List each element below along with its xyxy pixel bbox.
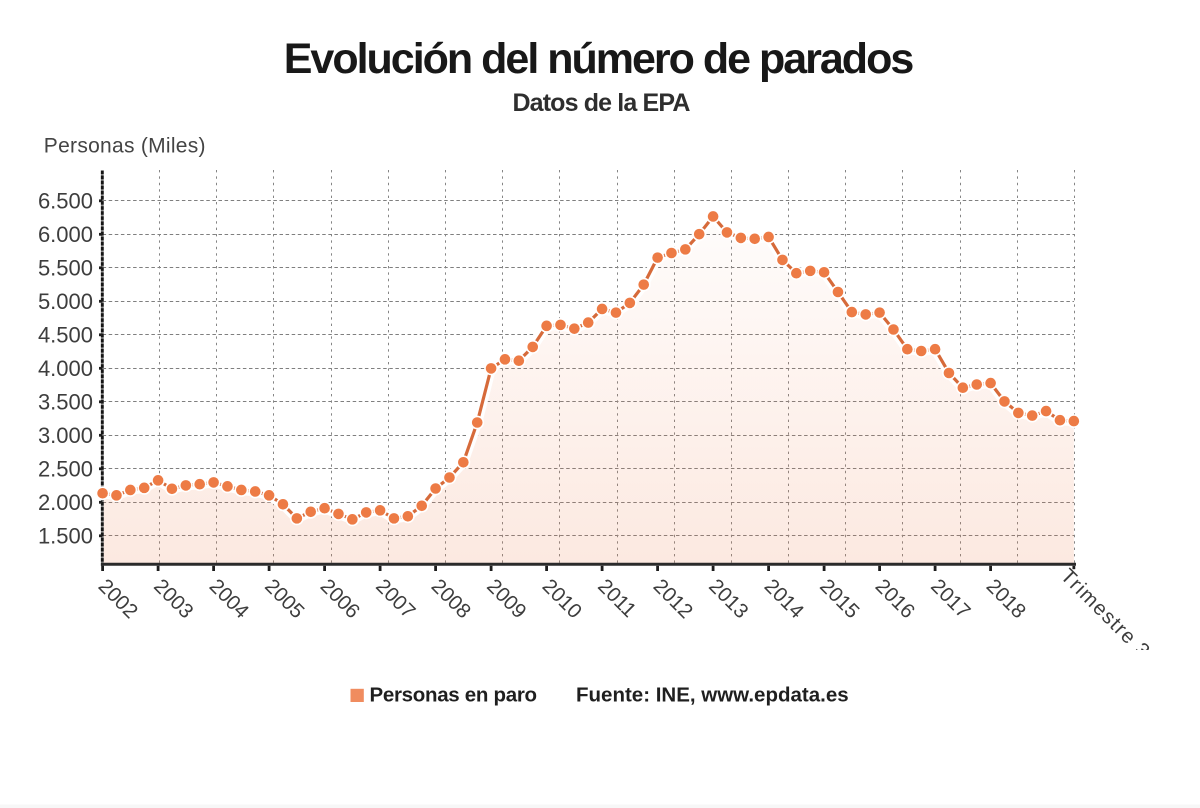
svg-text:3.000: 3.000 (38, 423, 93, 448)
svg-text:Evolución del número de parado: Evolución del número de parados (284, 35, 914, 83)
svg-text:Datos de la EPA: Datos de la EPA (512, 89, 690, 117)
svg-text:Fuente: INE, www.epdata.es: Fuente: INE, www.epdata.es (576, 684, 849, 707)
svg-text:5.500: 5.500 (38, 256, 93, 281)
svg-text:5.000: 5.000 (38, 289, 93, 314)
svg-text:Personas (Miles): Personas (Miles) (44, 135, 206, 158)
svg-text:2.000: 2.000 (38, 490, 93, 515)
svg-text:3.500: 3.500 (38, 390, 93, 415)
svg-text:1.500: 1.500 (38, 524, 93, 549)
svg-text:2.500: 2.500 (38, 457, 93, 482)
svg-text:Personas en paro: Personas en paro (370, 684, 537, 707)
svg-text:6.500: 6.500 (38, 189, 93, 214)
svg-text:6.000: 6.000 (38, 222, 93, 247)
svg-text:4.500: 4.500 (38, 323, 93, 348)
svg-text:4.000: 4.000 (38, 356, 93, 381)
